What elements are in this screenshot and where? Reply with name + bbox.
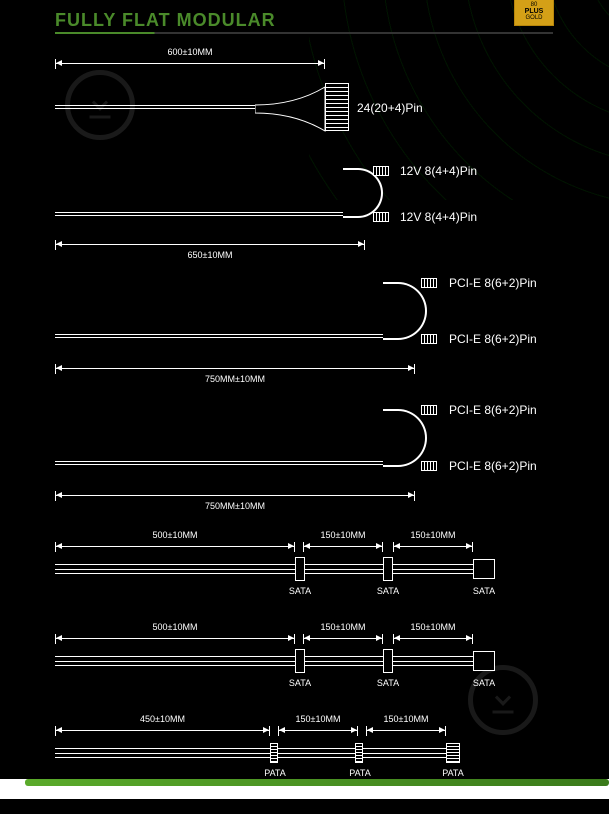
dim-label: 150±10MM bbox=[304, 530, 382, 540]
connector-label: PATA bbox=[436, 768, 470, 778]
connector-pata bbox=[270, 743, 278, 763]
connector-label: 12V 8(4+4)Pin bbox=[400, 164, 477, 178]
connector-sata bbox=[383, 557, 393, 581]
connector-sata bbox=[473, 559, 495, 579]
connector-label: PATA bbox=[343, 768, 377, 778]
cable-atx24: 600±10MM 24(20+4)Pin bbox=[55, 55, 555, 150]
dim-label: 500±10MM bbox=[56, 530, 294, 540]
dim-label: 150±10MM bbox=[304, 622, 382, 632]
badge-line3: GOLD bbox=[515, 15, 553, 21]
connector-label: PCI-E 8(6+2)Pin bbox=[449, 403, 537, 417]
cable-body bbox=[55, 564, 473, 574]
dimension: 600±10MM bbox=[55, 59, 325, 69]
connector-label: SATA bbox=[371, 678, 405, 688]
connector-label: SATA bbox=[467, 586, 501, 596]
dimension: 150±10MM bbox=[393, 634, 473, 644]
connector-8pin bbox=[421, 334, 437, 344]
badge-line2: PLUS bbox=[515, 8, 553, 15]
dim-label: 150±10MM bbox=[367, 714, 445, 724]
cable-body bbox=[55, 105, 255, 109]
connector-label: SATA bbox=[371, 586, 405, 596]
footer-accent-bar bbox=[0, 779, 609, 799]
connector-sata bbox=[295, 557, 305, 581]
cable-body bbox=[55, 748, 446, 758]
page-title: FULLY FLAT MODULAR bbox=[55, 10, 276, 31]
connector-label: PCI-E 8(6+2)Pin bbox=[449, 332, 537, 346]
cable-split bbox=[383, 409, 427, 467]
dimension: 650±10MM bbox=[55, 240, 365, 250]
cable-split bbox=[383, 282, 427, 340]
connector-label: SATA bbox=[283, 586, 317, 596]
connector-8pin bbox=[373, 212, 389, 222]
cable-cpu: 12V 8(4+4)Pin 12V 8(4+4)Pin 650±10MM bbox=[55, 162, 555, 262]
dimension: 500±10MM bbox=[55, 542, 295, 552]
connector-pata bbox=[355, 743, 363, 763]
connector-sata bbox=[383, 649, 393, 673]
dim-label: 150±10MM bbox=[394, 622, 472, 632]
dim-label: 150±10MM bbox=[394, 530, 472, 540]
cable-body bbox=[55, 656, 473, 666]
connector-label: SATA bbox=[283, 678, 317, 688]
dimension: 450±10MM bbox=[55, 726, 270, 736]
dimension: 750MM±10MM bbox=[55, 491, 415, 501]
title-underline bbox=[55, 32, 553, 34]
connector-label: 24(20+4)Pin bbox=[357, 101, 423, 115]
cable-taper bbox=[255, 85, 330, 133]
connector-8pin bbox=[421, 461, 437, 471]
dimension: 500±10MM bbox=[55, 634, 295, 644]
connector-24pin bbox=[325, 83, 349, 131]
cable-sata1: 500±10MM 150±10MM 150±10MM SATA SATA SAT… bbox=[55, 538, 555, 618]
connector-8pin bbox=[421, 278, 437, 288]
cable-sata2: 500±10MM 150±10MM 150±10MM SATA SATA SAT… bbox=[55, 630, 555, 710]
connector-8pin bbox=[373, 166, 389, 176]
connector-sata bbox=[473, 651, 495, 671]
dim-label: 450±10MM bbox=[56, 714, 269, 724]
cable-body bbox=[55, 212, 345, 216]
dimension: 750MM±10MM bbox=[55, 364, 415, 374]
dimension: 150±10MM bbox=[278, 726, 358, 736]
certification-badge: 80 PLUS GOLD bbox=[514, 0, 554, 26]
dimension: 150±10MM bbox=[303, 542, 383, 552]
connector-8pin bbox=[421, 405, 437, 415]
dimension: 150±10MM bbox=[303, 634, 383, 644]
dimension: 150±10MM bbox=[393, 542, 473, 552]
dim-label: 650±10MM bbox=[56, 250, 364, 260]
dimension: 150±10MM bbox=[366, 726, 446, 736]
cable-pcie2: PCI-E 8(6+2)Pin PCI-E 8(6+2)Pin 750MM±10… bbox=[55, 401, 555, 526]
connector-pata bbox=[446, 743, 460, 763]
connector-label: SATA bbox=[467, 678, 501, 688]
dim-label: 150±10MM bbox=[279, 714, 357, 724]
dim-label: 750MM±10MM bbox=[56, 501, 414, 511]
cable-pcie1: PCI-E 8(6+2)Pin PCI-E 8(6+2)Pin 750MM±10… bbox=[55, 274, 555, 389]
cable-body bbox=[55, 334, 385, 338]
connector-label: PCI-E 8(6+2)Pin bbox=[449, 459, 537, 473]
cable-diagram: 600±10MM 24(20+4)Pin 12V 8(4+4)Pin 12V 8… bbox=[55, 55, 555, 814]
dim-label: 600±10MM bbox=[56, 47, 324, 57]
dim-label: 750MM±10MM bbox=[56, 374, 414, 384]
cable-body bbox=[55, 461, 385, 465]
connector-label: PATA bbox=[258, 768, 292, 778]
dim-label: 500±10MM bbox=[56, 622, 294, 632]
connector-sata bbox=[295, 649, 305, 673]
connector-label: 12V 8(4+4)Pin bbox=[400, 210, 477, 224]
connector-label: PCI-E 8(6+2)Pin bbox=[449, 276, 537, 290]
